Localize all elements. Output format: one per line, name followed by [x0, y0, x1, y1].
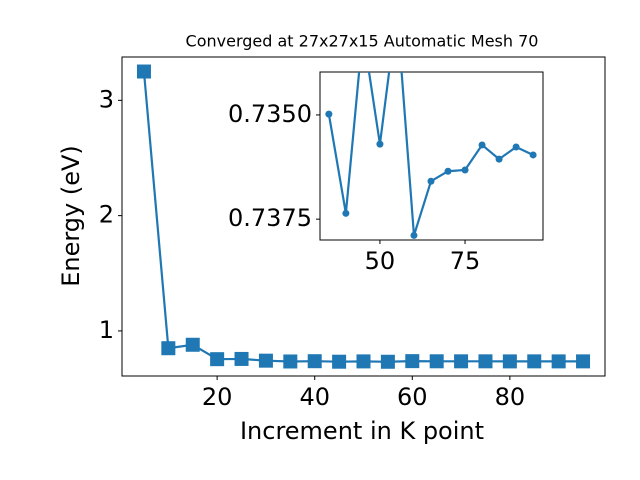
plot-content: [136, 64, 591, 369]
marker: [136, 64, 151, 79]
x-tick-label: 40: [299, 383, 330, 411]
x-tick-label: 80: [495, 383, 526, 411]
plot-content: [325, 72, 537, 239]
marker: [325, 110, 333, 118]
y-tick-label: 1: [99, 316, 114, 344]
marker: [576, 354, 591, 369]
marker: [356, 354, 371, 369]
marker: [427, 177, 435, 185]
marker: [478, 354, 493, 369]
marker: [495, 155, 503, 163]
marker: [283, 354, 298, 369]
marker: [502, 354, 517, 369]
x-tick-label: 60: [397, 383, 428, 411]
y-tick-label: 0.7350: [228, 100, 312, 128]
marker: [258, 353, 273, 368]
marker: [342, 209, 350, 217]
marker: [307, 354, 322, 369]
marker: [185, 337, 200, 352]
x-tick-label: 75: [450, 247, 481, 275]
marker: [376, 140, 384, 148]
marker: [234, 351, 249, 366]
y-tick-label: 3: [99, 85, 114, 113]
marker: [444, 167, 452, 175]
marker: [512, 143, 520, 151]
plot-area: [319, 71, 544, 241]
y-axis-label: Energy (eV): [57, 145, 85, 287]
x-tick-label: 50: [365, 247, 396, 275]
chart-title: Converged at 27x27x15 Automatic Mesh 70: [186, 32, 539, 51]
x-tick-label: 20: [202, 383, 233, 411]
marker: [529, 151, 537, 159]
marker: [478, 141, 486, 149]
y-tick-label: 0.7375: [228, 204, 312, 232]
marker: [161, 341, 176, 356]
marker: [332, 354, 347, 369]
marker: [429, 354, 444, 369]
marker: [527, 354, 542, 369]
marker: [380, 354, 395, 369]
marker: [410, 231, 418, 239]
x-axis-label: Increment in K point: [240, 417, 484, 445]
marker: [405, 354, 420, 369]
marker: [551, 354, 566, 369]
y-tick-label: 2: [99, 201, 114, 229]
marker: [461, 166, 469, 174]
marker: [210, 352, 225, 367]
marker: [454, 354, 469, 369]
